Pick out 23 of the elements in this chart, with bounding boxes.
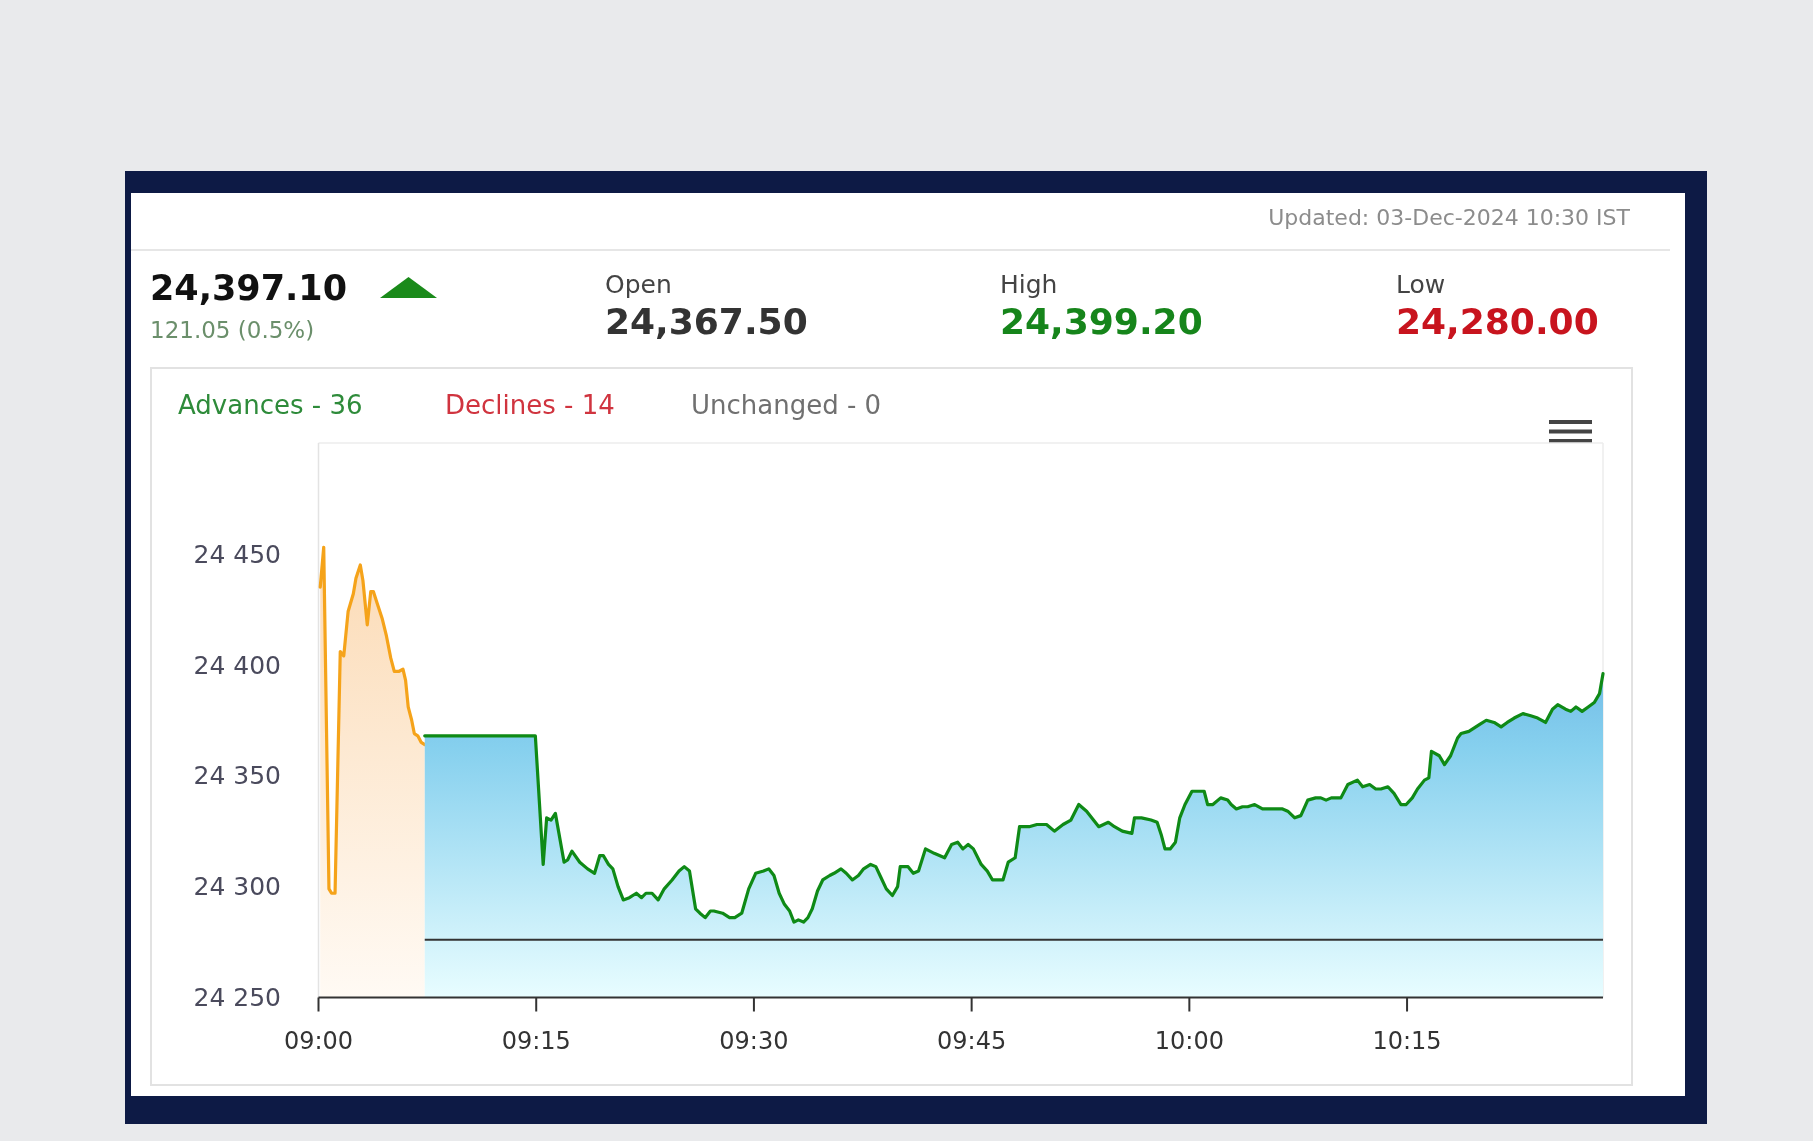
x-tick-label: 09:30 <box>719 1026 789 1055</box>
text: Advances - 36 <box>178 390 363 420</box>
x-tick-label: 09:45 <box>937 1026 1007 1055</box>
text: High <box>1000 270 1058 299</box>
text: 24,399.20 <box>1000 301 1203 342</box>
y-tick-label: 24 250 <box>193 983 281 1013</box>
y-tick-label: 24 350 <box>193 761 281 791</box>
text: 121.05 (0.5%) <box>150 317 315 343</box>
y-tick-label: 24 300 <box>193 872 281 902</box>
x-tick-label: 10:00 <box>1154 1026 1224 1055</box>
text: 24,367.50 <box>605 301 808 342</box>
x-tick-label: 10:15 <box>1372 1026 1442 1055</box>
text: Declines - 14 <box>445 390 615 420</box>
y-tick-label: 24 450 <box>193 539 281 569</box>
x-tick-label: 09:15 <box>501 1026 571 1055</box>
text: 24,280.00 <box>1396 301 1599 342</box>
text: Unchanged - 0 <box>691 390 882 420</box>
x-tick-label: 09:00 <box>283 1026 354 1055</box>
text: Low <box>1396 270 1446 299</box>
text: Open <box>605 270 672 299</box>
text: 24,397.10 <box>150 268 348 308</box>
y-tick-label: 24 400 <box>193 650 281 680</box>
text: Updated: 03-Dec-2024 10:30 IST <box>1268 205 1631 230</box>
